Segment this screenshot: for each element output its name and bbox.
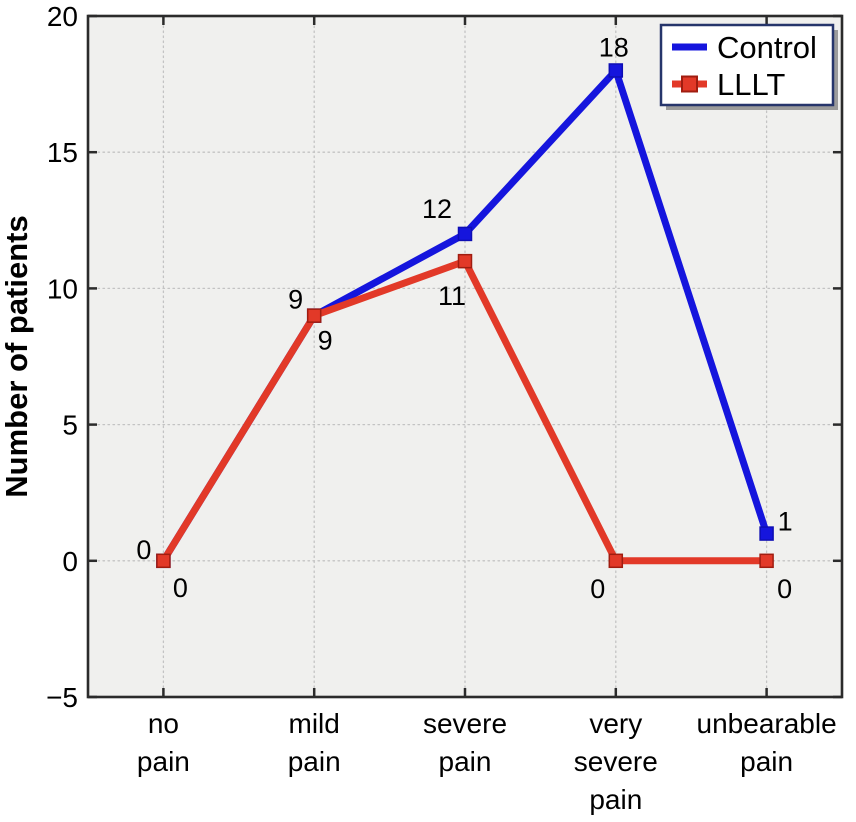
data-point-marker-lllt <box>306 308 322 323</box>
y-tick-label: 0 <box>62 546 78 577</box>
x-tick-label: very <box>589 708 642 739</box>
x-tick-label: severe <box>574 746 658 777</box>
y-tick-label: 5 <box>62 410 78 441</box>
data-label-lllt: 0 <box>777 574 792 604</box>
data-point-marker-lllt <box>156 553 171 569</box>
y-axis-label: Number of patients <box>0 215 34 497</box>
data-label-control: 9 <box>288 285 303 315</box>
data-label-control: 1 <box>778 507 793 537</box>
x-tick-label: unbearable <box>697 708 837 739</box>
data-point-marker-control <box>457 226 473 242</box>
data-point-marker-control <box>608 63 624 78</box>
x-tick-label: pain <box>137 746 190 777</box>
legend-label-control: Control <box>717 30 817 65</box>
x-tick-label: pain <box>740 746 793 777</box>
legend-label-lllt: LLLT <box>717 67 785 102</box>
legend-marker-lllt <box>681 75 698 93</box>
x-tick-label: pain <box>439 746 492 777</box>
axis-border <box>86 14 844 699</box>
y-tick-label: −5 <box>46 682 78 713</box>
y-tick-label: 15 <box>47 137 78 168</box>
data-label-lllt: 0 <box>173 573 188 603</box>
x-tick-label: severe <box>423 708 507 739</box>
data-label-control: 0 <box>136 535 151 565</box>
x-tick-label: mild <box>289 708 340 739</box>
legend-box <box>659 23 835 107</box>
data-point-marker-lllt <box>457 253 473 269</box>
data-label-lllt: 11 <box>438 281 466 311</box>
x-tick-label: pain <box>288 746 341 777</box>
y-tick-label: 10 <box>47 273 78 304</box>
x-tick-label: pain <box>589 784 642 815</box>
data-label-control: 18 <box>599 32 629 62</box>
data-point-marker-control <box>759 526 774 541</box>
data-point-marker-lllt <box>759 553 774 569</box>
data-label-lllt: 0 <box>590 574 605 604</box>
data-label-lllt: 9 <box>318 326 333 356</box>
data-label-control: 12 <box>422 194 452 224</box>
data-point-marker-lllt <box>608 553 624 569</box>
x-tick-label: no <box>148 708 179 739</box>
y-tick-label: 20 <box>47 1 78 32</box>
